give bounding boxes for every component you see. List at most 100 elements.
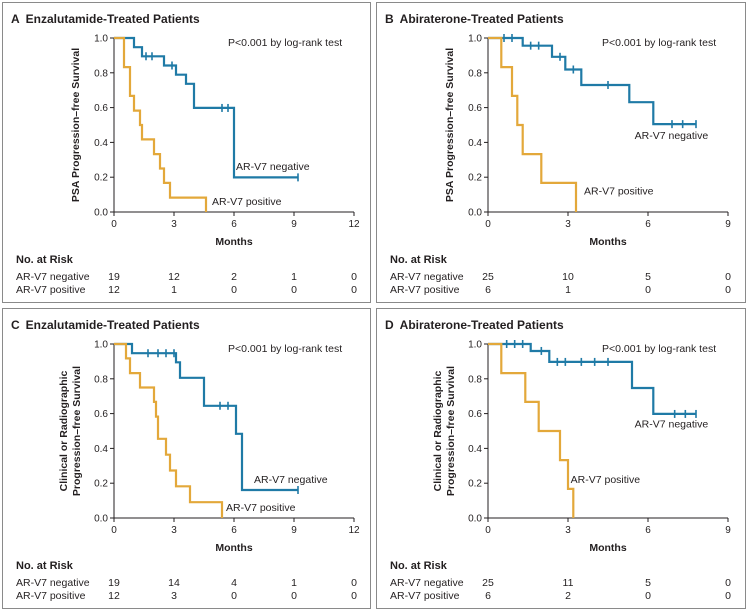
risk-value: 0 — [725, 590, 731, 602]
y-tick-label: 0.2 — [468, 479, 482, 490]
y-tick-label: 1.0 — [468, 34, 482, 45]
y-axis-title: Clinical or Radiographic — [432, 370, 444, 491]
series-label-positive: AR-V7 positive — [226, 502, 296, 514]
x-axis-title: Months — [589, 236, 626, 248]
y-tick-label: 1.0 — [94, 340, 108, 351]
log-rank-annotation: P<0.001 by log-rank test — [602, 343, 716, 355]
panel-title-text: Enzalutamide-Treated Patients — [25, 318, 200, 332]
x-tick-label: 3 — [171, 219, 177, 230]
risk-row: AR-V7 positive 12 3 0 0 0 — [16, 590, 371, 603]
panel-d: D Abiraterone-Treated Patients 0.0 0.2 0.4 0.… — [376, 308, 746, 609]
risk-value: 0 — [725, 284, 731, 296]
series-line-positive — [114, 342, 224, 518]
x-tick-label: 9 — [291, 525, 297, 536]
risk-row-label: AR-V7 negative — [16, 271, 90, 283]
risk-value: 0 — [231, 284, 237, 296]
risk-row: AR-V7 negative 25 11 5 0 — [390, 577, 745, 590]
series-line-negative — [114, 342, 298, 492]
panel-b: B Abiraterone-Treated Patients 0.0 0.2 0.4 0.… — [376, 2, 746, 303]
y-tick-label: 0.0 — [468, 208, 482, 219]
risk-value: 1 — [171, 284, 177, 296]
panel-title-text: Abiraterone-Treated Patients — [399, 12, 564, 26]
risk-value: 0 — [645, 590, 651, 602]
risk-value: 0 — [351, 284, 357, 296]
x-tick-label: 9 — [725, 219, 731, 230]
x-axis-title: Months — [215, 236, 252, 248]
x-tick-label: 0 — [485, 525, 491, 536]
y-tick-label: 0.4 — [94, 138, 108, 149]
km-plot: 0.0 0.2 0.4 0.6 0.8 1.0 0 3 6 9 Months PSA Progress… — [444, 34, 731, 249]
risk-row: AR-V7 negative 19 12 2 1 0 — [16, 271, 371, 284]
panel-title: D Abiraterone-Treated Patients — [385, 318, 564, 332]
series-line-positive — [488, 342, 575, 518]
risk-value: 6 — [485, 284, 491, 296]
panel-letter: A — [11, 12, 20, 26]
y-tick-label: 0.0 — [94, 208, 108, 219]
risk-row: AR-V7 positive 6 2 0 0 — [390, 590, 745, 603]
series-label-negative: AR-V7 negative — [635, 419, 709, 431]
panel-title: A Enzalutamide-Treated Patients — [11, 12, 200, 26]
risk-value: 0 — [231, 590, 237, 602]
y-tick-label: 0.0 — [468, 514, 482, 525]
y-tick-label: 0.8 — [94, 68, 108, 79]
risk-value: 0 — [725, 271, 731, 283]
risk-value: 0 — [351, 590, 357, 602]
panel-title: C Enzalutamide-Treated Patients — [11, 318, 200, 332]
risk-row: AR-V7 positive 12 1 0 0 0 — [16, 284, 371, 297]
x-axis-title: Months — [215, 542, 252, 554]
risk-value: 19 — [108, 271, 120, 283]
series-label-negative: AR-V7 negative — [236, 161, 310, 173]
y-axis-title: PSA Progression–free Survival — [444, 48, 456, 202]
risk-row: AR-V7 negative 25 10 5 0 — [390, 271, 745, 284]
log-rank-annotation: P<0.001 by log-rank test — [602, 37, 716, 49]
panel-title: B Abiraterone-Treated Patients — [385, 12, 564, 26]
y-tick-label: 0.6 — [94, 409, 108, 420]
risk-value: 0 — [351, 577, 357, 589]
risk-table-header: No. at Risk — [16, 254, 73, 266]
log-rank-annotation: P<0.001 by log-rank test — [228, 37, 342, 49]
y-axis-title: Progression–free Survival — [71, 366, 83, 496]
risk-row-label: AR-V7 negative — [390, 271, 464, 283]
panel-title-text: Enzalutamide-Treated Patients — [25, 12, 200, 26]
risk-value: 11 — [562, 577, 574, 589]
x-tick-label: 0 — [111, 525, 117, 536]
x-tick-label: 12 — [348, 219, 360, 230]
risk-value: 1 — [291, 577, 297, 589]
risk-value: 2 — [231, 271, 237, 283]
x-tick-label: 6 — [645, 525, 651, 536]
risk-value: 5 — [645, 271, 651, 283]
risk-value: 5 — [645, 577, 651, 589]
x-tick-label: 12 — [348, 525, 360, 536]
risk-value: 1 — [565, 284, 571, 296]
risk-table-header: No. at Risk — [16, 560, 73, 572]
risk-row-label: AR-V7 negative — [390, 577, 464, 589]
risk-value: 14 — [168, 577, 180, 589]
risk-row: AR-V7 positive 6 1 0 0 — [390, 284, 745, 297]
series-line-negative — [488, 342, 696, 415]
risk-value: 2 — [565, 590, 571, 602]
risk-value: 0 — [291, 590, 297, 602]
x-axis-title: Months — [589, 542, 626, 554]
panel-letter: B — [385, 12, 394, 26]
series-label-positive: AR-V7 positive — [212, 196, 282, 208]
risk-value: 25 — [482, 271, 494, 283]
y-tick-label: 0.2 — [468, 173, 482, 184]
series-line-positive — [114, 36, 208, 212]
x-tick-label: 6 — [645, 219, 651, 230]
km-plot: 0.0 0.2 0.4 0.6 0.8 1.0 0 3 6 9 12 Months PSA Progre… — [70, 34, 360, 249]
y-tick-label: 0.6 — [94, 103, 108, 114]
y-axis-title: Progression–free Survival — [445, 366, 457, 496]
y-tick-label: 0.0 — [94, 514, 108, 525]
risk-row-label: AR-V7 negative — [16, 577, 90, 589]
x-tick-label: 3 — [565, 525, 571, 536]
x-tick-label: 6 — [231, 219, 237, 230]
series-label-negative: AR-V7 negative — [635, 130, 709, 142]
risk-table-header: No. at Risk — [390, 254, 447, 266]
panel-title-text: Abiraterone-Treated Patients — [399, 318, 564, 332]
y-tick-label: 0.4 — [468, 138, 482, 149]
risk-value: 25 — [482, 577, 494, 589]
panel-letter: C — [11, 318, 20, 332]
x-tick-label: 0 — [111, 219, 117, 230]
log-rank-annotation: P<0.001 by log-rank test — [228, 343, 342, 355]
panel-c: C Enzalutamide-Treated Patients 0.0 0.2 0.4 0… — [2, 308, 371, 609]
